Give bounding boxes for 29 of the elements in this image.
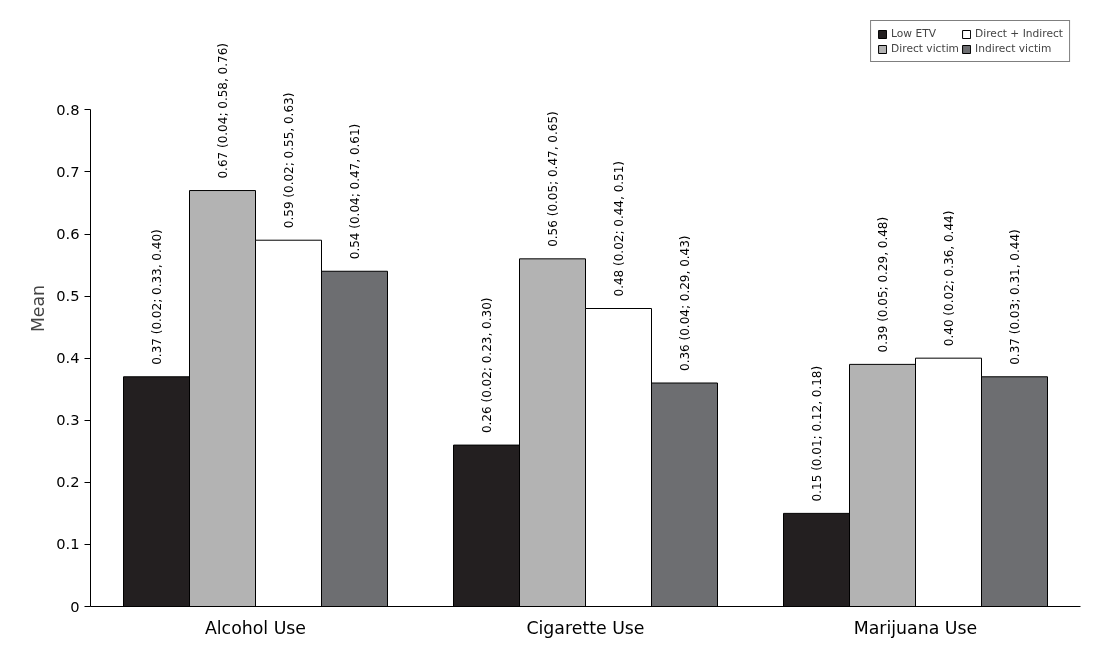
data-label: 0.15 (0.01; 0.12, 0.18) (809, 365, 824, 502)
data-label: 0.67 (0.04; 0.58, 0.76) (215, 42, 230, 179)
data-label: 0.37 (0.02; 0.33, 0.40) (149, 229, 164, 365)
y-tick-label: 0 (70, 597, 80, 615)
y-tick-label: 0.6 (56, 225, 80, 242)
y-tick-label: 0.1 (56, 535, 80, 553)
y-tick-label: 0.2 (56, 473, 80, 491)
data-label: 0.39 (0.05; 0.29, 0.48) (875, 216, 890, 353)
legend-label: Low ETV (891, 27, 936, 40)
x-tick-label: Alcohol Use (204, 617, 307, 638)
data-label: 0.26 (0.02; 0.23, 0.30) (479, 297, 494, 434)
y-tick-label: 0.7 (56, 162, 80, 180)
data-label: 0.37 (0.03; 0.31, 0.44) (1007, 229, 1022, 365)
legend-label: Direct + Indirect (975, 27, 1063, 40)
data-label: 0.59 (0.02; 0.55, 0.63) (281, 92, 296, 229)
data-label: 0.56 (0.05; 0.47, 0.65) (545, 111, 560, 247)
x-tick-label: Cigarette Use (526, 617, 645, 638)
data-label: 0.36 (0.04; 0.29, 0.43) (677, 235, 692, 371)
y-tick-label: 0.3 (56, 411, 80, 429)
data-label: 0.48 (0.02; 0.44, 0.51) (611, 160, 626, 297)
y-axis-title: Mean (28, 284, 49, 333)
data-label: 0.40 (0.02; 0.36, 0.44) (941, 210, 956, 347)
legend-label: Direct victim (891, 42, 960, 55)
y-tick-label: 0.4 (56, 349, 80, 367)
data-label: 0.54 (0.04; 0.47, 0.61) (347, 123, 362, 260)
x-tick-label: Marijuana Use (853, 617, 978, 638)
y-tick-label: 0.8 (56, 100, 80, 118)
legend-label: Indirect victim (975, 42, 1052, 55)
y-tick-label: 0.5 (56, 287, 80, 305)
